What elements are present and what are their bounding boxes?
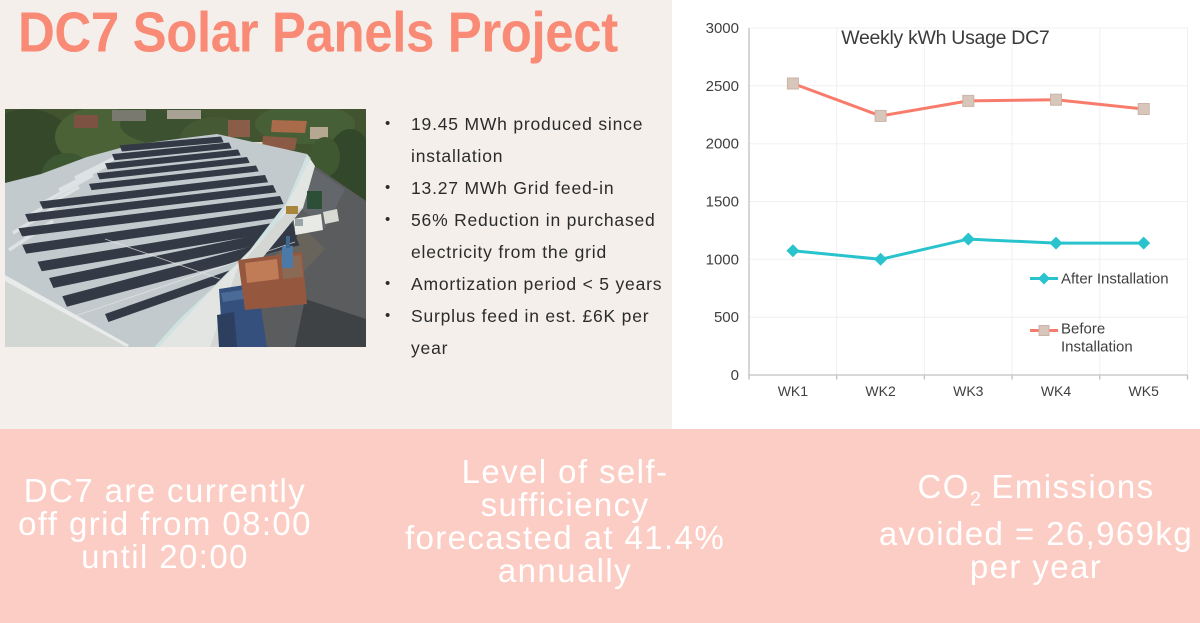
svg-text:2000: 2000 — [706, 136, 739, 153]
svg-text:2500: 2500 — [706, 78, 739, 95]
svg-text:500: 500 — [714, 309, 739, 326]
svg-text:Installation: Installation — [1061, 339, 1133, 356]
svg-text:WK3: WK3 — [953, 383, 984, 399]
svg-text:Before: Before — [1061, 321, 1105, 338]
svg-text:WK5: WK5 — [1129, 383, 1160, 399]
svg-text:WK4: WK4 — [1041, 383, 1072, 399]
svg-text:WK2: WK2 — [865, 383, 896, 399]
svg-text:1000: 1000 — [706, 251, 739, 268]
svg-text:1500: 1500 — [706, 194, 739, 211]
svg-text:0: 0 — [731, 367, 739, 384]
svg-text:WK1: WK1 — [778, 383, 809, 399]
svg-text:Weekly kWh Usage DC7: Weekly kWh Usage DC7 — [841, 27, 1049, 49]
svg-text:3000: 3000 — [706, 20, 739, 37]
svg-text:After Installation: After Installation — [1061, 271, 1169, 288]
